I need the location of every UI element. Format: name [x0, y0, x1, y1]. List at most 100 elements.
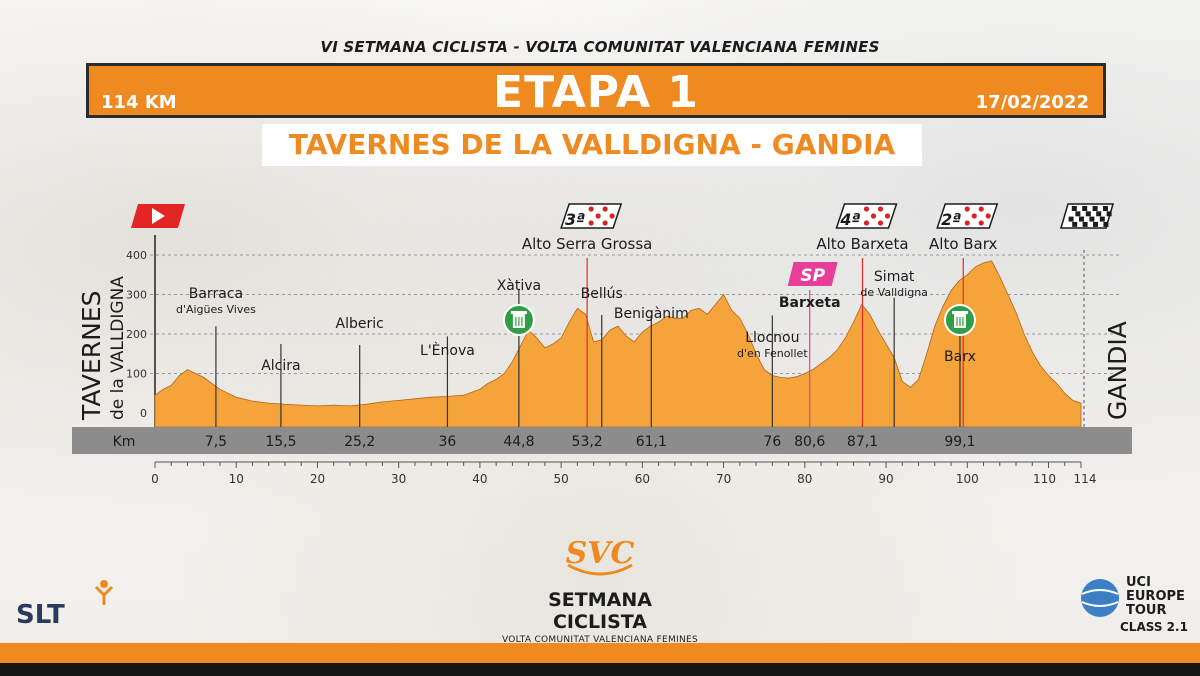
event-title: VI SETMANA CICLISTA - VOLTA COMUNITAT VA…: [320, 38, 880, 56]
finish-check: [1103, 206, 1108, 211]
x-tick-label: 90: [878, 472, 893, 486]
kom-dot: [964, 206, 970, 212]
globe-icon: [1081, 579, 1119, 617]
finish-check: [1072, 221, 1078, 227]
finish-town: GANDIA: [1103, 321, 1132, 420]
uci-class: CLASS 2.1: [1120, 620, 1188, 634]
y-tick-label: 0: [140, 407, 147, 420]
uci-line3: TOUR: [1126, 603, 1167, 618]
place-name: Simat: [874, 269, 915, 285]
uci-line2: EUROPE: [1126, 589, 1185, 604]
place-name: Barraca: [189, 286, 243, 302]
finish-check: [1079, 216, 1084, 222]
place-name: Alberic: [336, 316, 384, 332]
kom-dot: [884, 213, 891, 219]
kom-dot: [877, 206, 884, 212]
x-tick-label: 114: [1074, 472, 1097, 486]
place-subname: de Valldigna: [860, 286, 928, 299]
finish-check: [1085, 211, 1091, 217]
y-tick-label: 100: [126, 368, 147, 381]
y-tick-label: 200: [126, 328, 147, 341]
climb-name: Alto Barxeta: [816, 235, 908, 253]
kom-dot: [870, 213, 877, 219]
feed-zone-lid: [510, 311, 527, 314]
km-bar-label: Km: [113, 434, 136, 450]
sprint-badge-icon: SP: [787, 262, 838, 286]
start-town-line1: TAVERNES: [77, 291, 106, 421]
kom-dot: [863, 206, 870, 212]
kom-dot: [877, 220, 884, 226]
start-play-triangle: [152, 208, 165, 224]
brand-name: SETMANA CICLISTA: [548, 589, 652, 633]
km-bar-value: 80,6: [794, 434, 825, 450]
finish-check: [1096, 211, 1102, 217]
x-tick-label: 70: [716, 472, 731, 486]
kom-dot: [863, 220, 870, 226]
km-bar-value: 87,1: [847, 434, 878, 450]
footer-dark-bar: [0, 663, 1200, 676]
x-tick-label: 20: [310, 472, 325, 486]
kom-category: 3ª: [565, 210, 585, 229]
footer-orange-bar: [0, 643, 1200, 663]
finish-check: [1075, 211, 1081, 217]
climb-name: Alto Serra Grossa: [522, 235, 653, 253]
place-name: Llocnou: [745, 330, 799, 346]
svc-logo-icon: SVC: [566, 536, 635, 576]
svc-logo-text: SVC: [566, 536, 635, 571]
km-bar-value: 99,1: [944, 434, 975, 450]
finish-check: [1106, 211, 1112, 217]
sprint-label: SP: [800, 266, 825, 286]
x-tick-label: 110: [1033, 472, 1056, 486]
place-name: Alcira: [261, 358, 300, 374]
kom-dot: [602, 220, 608, 226]
km-bar-value: 44,8: [503, 434, 534, 450]
kom-dot: [602, 206, 608, 212]
kom-badge-icon: 3ª: [560, 203, 623, 229]
x-tick-label: 30: [391, 472, 406, 486]
stage-banner: 114 KM ETAPA 1 17/02/2022: [86, 63, 1106, 118]
climb-name: Alto Barx: [929, 235, 998, 253]
stage-number: ETAPA 1: [493, 67, 699, 118]
start-flag-icon: [131, 204, 185, 228]
finish-check: [1103, 221, 1109, 227]
km-bar-value: 36: [439, 434, 457, 450]
place-name: Bellús: [581, 286, 623, 302]
kom-category: 4ª: [839, 210, 860, 229]
x-tick-label: 40: [472, 472, 487, 486]
finish-check: [1071, 206, 1077, 211]
kom-badge-icon: 2ª: [936, 203, 999, 229]
kom-dot: [595, 213, 601, 219]
y-tick-label: 300: [126, 289, 147, 302]
x-tick-label: 100: [956, 472, 979, 486]
route-title: TAVERNES DE LA VALLDIGNA - GANDIA: [262, 124, 922, 166]
elevation-profile-area: [154, 260, 1082, 428]
km-bar-value: 7,5: [205, 434, 227, 450]
x-tick-label: 50: [553, 472, 568, 486]
km-bar: [72, 427, 1132, 454]
kom-dot: [985, 213, 991, 219]
start-town-line2: de la VALLDIGNA: [108, 276, 128, 420]
kom-dot: [971, 213, 977, 219]
finish-flag-icon: [1060, 203, 1114, 229]
km-bar-value: 15,5: [265, 434, 296, 450]
kom-category: 2ª: [941, 210, 961, 229]
kom-badge-icon: 4ª: [835, 203, 898, 229]
place-name: Barxeta: [779, 295, 841, 311]
place-name: Barx: [944, 349, 976, 365]
kom-dot: [978, 220, 984, 226]
stage-date: 17/02/2022: [975, 92, 1089, 113]
finish-check: [1089, 216, 1095, 222]
finish-check: [1093, 221, 1098, 227]
uci-europe-tour-logo: UCI EUROPE TOUR CLASS 2.1: [1078, 572, 1188, 642]
feed-zone-icon: [502, 304, 535, 336]
slt-logo: SLT: [14, 575, 124, 630]
slt-text: SLT: [16, 600, 65, 630]
place-name: L'Ènova: [420, 342, 475, 359]
axis-layer: Km 7,5 15,5 25,2 36 44,8 53,2 61,1 76 80,6 87,1 99,…: [72, 427, 1132, 486]
finish-check: [1099, 216, 1105, 222]
feed-zone-icon: [943, 304, 976, 336]
finish-check: [1068, 216, 1074, 222]
km-bar-value: 53,2: [572, 434, 603, 450]
